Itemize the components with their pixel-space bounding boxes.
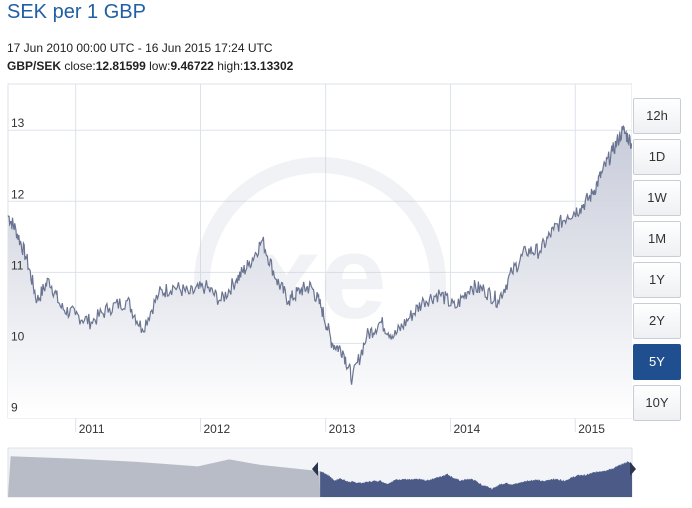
navigator[interactable] [0, 440, 640, 500]
range-button-2y[interactable]: 2Y [633, 303, 681, 339]
range-button-10y[interactable]: 10Y [633, 385, 681, 421]
navigator-right-handle[interactable] [630, 462, 636, 476]
x-tick-label: 2013 [329, 422, 356, 436]
range-button-1d[interactable]: 1D [633, 139, 681, 175]
y-axis-labels: 9 10 11 12 13 [11, 116, 25, 414]
date-range-text: 17 Jun 2010 00:00 UTC - 16 Jun 2015 17:2… [7, 41, 273, 55]
series-area [8, 126, 632, 419]
pair-label: GBP/SEK [7, 59, 62, 73]
x-tick-label: 2015 [578, 422, 605, 436]
low-value: 9.46722 [170, 59, 214, 73]
x-axis-labels: 2011 2012 2013 2014 2015 [79, 422, 606, 436]
pair-stats: GBP/SEK close:12.81599 low:9.46722 high:… [7, 59, 293, 73]
navigator-left-handle[interactable] [312, 462, 318, 476]
high-value: 13.13302 [243, 59, 294, 73]
x-tick-label: 2012 [203, 422, 230, 436]
close-value: 12.81599 [95, 59, 146, 73]
y-tick-label: 12 [11, 187, 25, 201]
x-tick-label: 2014 [453, 422, 480, 436]
range-button-1y[interactable]: 1Y [633, 262, 681, 298]
chart-title: SEK per 1 GBP [7, 1, 146, 23]
high-label: high: [217, 59, 244, 73]
y-tick-label: 11 [11, 258, 24, 272]
range-button-5y[interactable]: 5Y [633, 344, 681, 380]
x-tick-label: 2011 [79, 422, 105, 436]
y-tick-label: 9 [11, 400, 18, 414]
navigator-selected-area [320, 461, 632, 497]
range-selector: 12h 1D 1W 1M 1Y 2Y 5Y 10Y [633, 98, 681, 426]
range-button-12h[interactable]: 12h [633, 98, 681, 134]
close-label: close: [64, 59, 96, 73]
series-line [7, 124, 632, 385]
range-button-1m[interactable]: 1M [633, 221, 681, 257]
navigator-unselected-area [8, 456, 321, 497]
range-button-1w[interactable]: 1W [633, 180, 681, 216]
y-tick-label: 10 [11, 329, 25, 343]
low-label: low: [149, 59, 171, 73]
y-tick-label: 13 [11, 116, 25, 130]
